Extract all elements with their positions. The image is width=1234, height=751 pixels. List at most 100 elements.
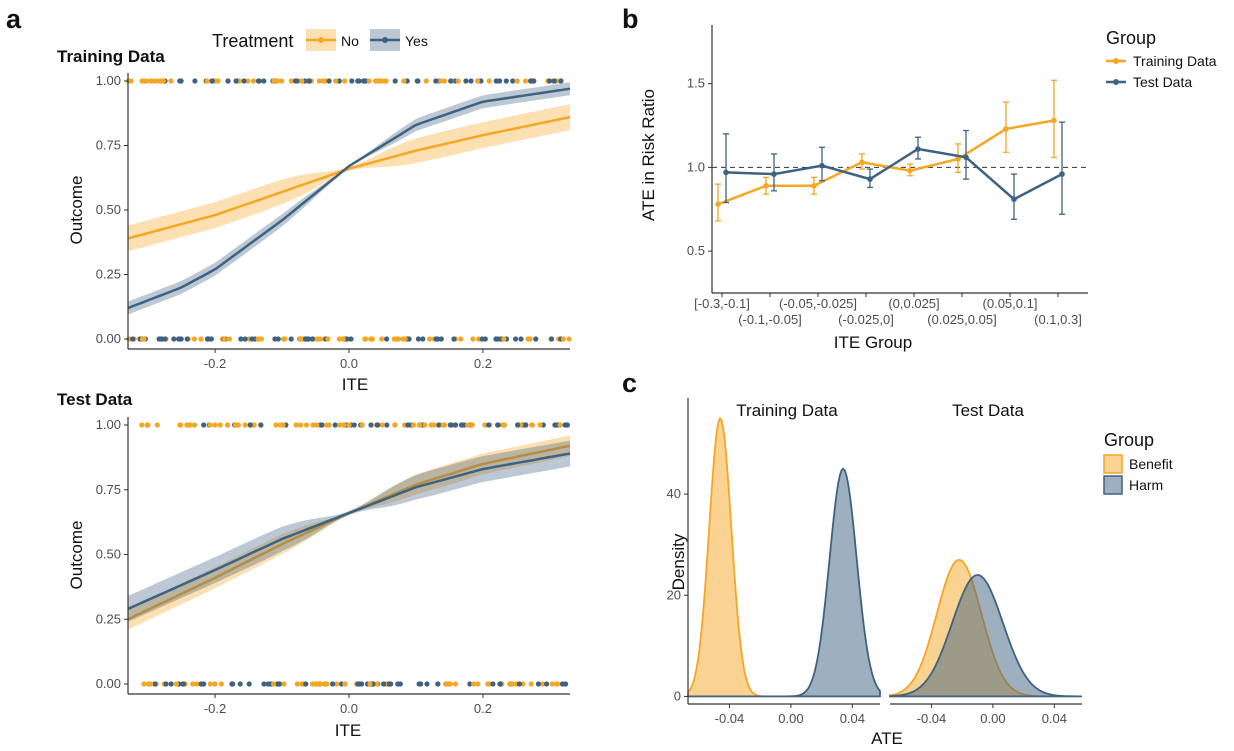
outcome-point-1 [242, 422, 248, 428]
outcome-point-1 [522, 78, 529, 84]
x-tick-label: 0.04 [1042, 711, 1067, 726]
outcome-point-1 [168, 78, 174, 84]
outcome-point-0 [533, 336, 539, 342]
outcome-point-0 [194, 681, 200, 687]
outcome-point-1 [144, 422, 151, 428]
series-line-test [725, 147, 1063, 201]
outcome-point-0 [388, 681, 394, 687]
y-tick-label: 0.00 [96, 331, 121, 346]
legend-dot-training [1113, 58, 1119, 64]
outcome-point-1 [212, 422, 218, 428]
panel-a-top-title: Training Data [57, 47, 165, 66]
outcome-point-1 [359, 422, 365, 428]
ci-band-no [128, 104, 570, 252]
outcome-point-1 [241, 78, 247, 84]
outcome-point-0 [265, 681, 271, 687]
data-point [819, 162, 825, 169]
outcome-point-1 [201, 422, 207, 428]
outcome-point-0 [173, 681, 179, 687]
outcome-point-0 [152, 681, 158, 687]
panel-c-xlabel: ATE [871, 729, 903, 748]
y-tick-label: 1.0 [687, 159, 705, 174]
outcome-point-1 [247, 422, 253, 428]
outcome-point-1 [422, 422, 428, 428]
outcome-point-1 [410, 422, 417, 428]
panel-b-xlabel: ITE Group [834, 333, 912, 352]
outcome-point-1 [503, 78, 509, 84]
x-tick-label: 0.2 [474, 356, 492, 371]
data-point [811, 183, 817, 189]
outcome-point-1 [191, 422, 198, 428]
outcome-point-1 [465, 422, 471, 428]
ci-band-yes [128, 82, 570, 315]
y-tick-label: 0.25 [96, 267, 121, 282]
panel-a-test: Test Data ITE Outcome 0.00 0.25 0.50 0.75 1.… [57, 390, 571, 740]
y-tick-label: 0.5 [687, 243, 705, 258]
outcome-point-1 [160, 78, 166, 84]
panel-c: Training Data Test Data ATE Density -0.0… [667, 398, 1082, 748]
y-tick-label: 0 [674, 688, 681, 703]
outcome-point-0 [458, 336, 464, 342]
ci-band-yes [128, 440, 570, 622]
outcome-point-1 [440, 422, 446, 428]
outcome-point-1 [349, 78, 355, 84]
outcome-point-0 [176, 336, 182, 342]
outcome-point-1 [178, 422, 184, 428]
outcome-point-1 [373, 78, 379, 84]
outcome-point-0 [471, 681, 477, 687]
outcome-point-1 [316, 78, 322, 84]
x-tick-label: (-0.05,-0.025] [779, 296, 857, 311]
outcome-point-0 [212, 681, 218, 687]
outcome-point-0 [270, 681, 277, 687]
outcome-point-0 [324, 681, 330, 687]
outcome-point-0 [288, 336, 294, 342]
outcome-point-1 [337, 422, 343, 428]
outcome-point-0 [527, 336, 533, 342]
outcome-point-0 [221, 336, 227, 342]
outcome-point-0 [395, 681, 401, 687]
outcome-point-0 [368, 336, 374, 342]
outcome-point-1 [417, 422, 423, 428]
outcome-point-1 [448, 422, 454, 428]
x-tick-label: (-0.025,0] [838, 312, 894, 327]
outcome-point-1 [292, 78, 298, 84]
outcome-point-1 [144, 78, 150, 84]
outcome-point-0 [559, 681, 566, 687]
outcome-point-1 [154, 422, 160, 428]
outcome-point-0 [191, 336, 197, 342]
panel-b: ITE Group ATE in Risk Ratio 0.5 1.0 1.5 [-0… [639, 25, 1088, 352]
outcome-point-1 [234, 422, 240, 428]
outcome-point-1 [293, 422, 299, 428]
outcome-point-0 [435, 336, 441, 342]
outcome-point-0 [509, 681, 516, 687]
outcome-point-0 [207, 681, 213, 687]
outcome-point-1 [437, 78, 444, 84]
x-tick-label: (-0.1,-0.05] [738, 312, 802, 327]
outcome-point-0 [560, 336, 567, 342]
outcome-point-0 [180, 681, 187, 687]
treatment-legend: Treatment No Yes [212, 29, 428, 51]
outcome-point-1 [414, 78, 420, 84]
outcome-point-0 [246, 681, 252, 687]
x-tick-label: (0.1,0.3] [1034, 312, 1082, 327]
outcome-point-1 [148, 78, 155, 84]
outcome-point-1 [423, 78, 429, 84]
x-tick-label: -0.2 [204, 701, 226, 716]
outcome-point-1 [562, 422, 568, 428]
outcome-point-0 [415, 336, 421, 342]
outcome-point-1 [303, 422, 310, 428]
outcome-point-0 [317, 336, 323, 342]
treatment-legend-title: Treatment [212, 31, 293, 51]
outcome-point-0 [281, 681, 287, 687]
outcome-point-0 [424, 681, 430, 687]
outcome-point-1 [486, 78, 492, 84]
group-legend-c: Group Benefit Harm [1103, 430, 1173, 495]
outcome-point-0 [297, 336, 304, 342]
outcome-point-0 [539, 681, 546, 687]
fit-line-yes [127, 452, 571, 611]
outcome-point-0 [342, 681, 348, 687]
outcome-point-1 [297, 422, 304, 428]
data-point [963, 154, 969, 161]
outcome-point-1 [551, 78, 557, 84]
outcome-point-0 [381, 681, 387, 687]
